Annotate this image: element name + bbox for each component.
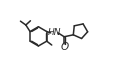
Text: O: O [60, 42, 68, 52]
Text: HN: HN [48, 28, 61, 37]
